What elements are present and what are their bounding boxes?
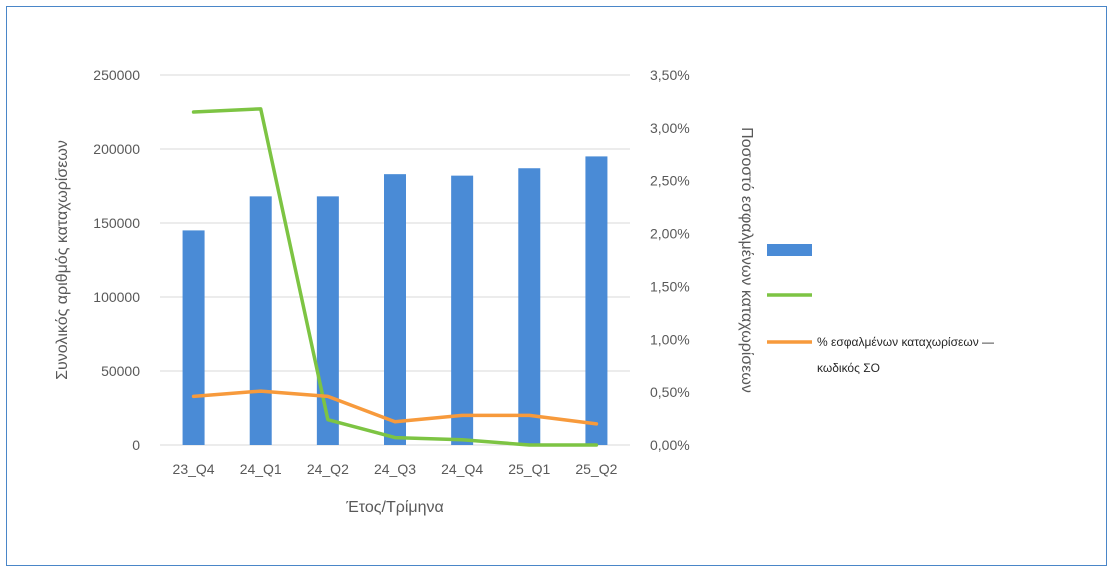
x-tick-label: 24_Q2 <box>307 461 349 477</box>
y2-tick-label: 2,00% <box>650 226 690 242</box>
bar <box>384 174 406 445</box>
line-point <box>528 444 530 446</box>
x-tick-label: 25_Q2 <box>575 461 617 477</box>
x-tick-label: 24_Q4 <box>441 461 483 477</box>
x-tick-label: 23_Q4 <box>173 461 215 477</box>
y2-tick-label: 2,50% <box>650 173 690 189</box>
line-point <box>461 414 463 416</box>
y2-tick-label: 3,00% <box>650 120 690 136</box>
line-point <box>394 437 396 439</box>
legend-swatch <box>767 244 812 256</box>
y-tick-label: 100000 <box>93 289 140 305</box>
x-axis-title: Έτος/Τρίμηνα <box>345 499 444 516</box>
bar <box>316 196 339 445</box>
legend-label: % εσφαλμένων καταχωρίσεων — <box>817 335 994 349</box>
x-tick-label: 25_Q1 <box>508 461 550 477</box>
y2-axis-title: Ποσοστό εσφαλμένων καταχωρίσεων <box>738 127 755 393</box>
x-tick-label: 24_Q3 <box>374 461 416 477</box>
line-point <box>528 414 530 416</box>
legend-label: κωδικός ΣΟ <box>817 361 880 375</box>
y2-tick-label: 1,50% <box>650 278 690 294</box>
bar <box>518 168 541 446</box>
chart-frame: 0 50000 100000 150000 200000 250000 0,00% 0,50%… <box>6 6 1107 566</box>
line-point <box>461 439 463 441</box>
combo-chart: 0 50000 100000 150000 200000 250000 0,00% 0,50%… <box>54 67 994 516</box>
line-point <box>327 395 329 397</box>
y2-tick-label: 3,50% <box>650 67 690 83</box>
line-point <box>260 108 262 110</box>
x-tick-label: 24_Q1 <box>240 461 282 477</box>
y-axis-title: Συνολικός αριθμός καταχωρίσεων <box>54 140 71 380</box>
y-tick-label: 250000 <box>93 67 140 83</box>
y-tick-label: 0 <box>132 437 140 453</box>
line-point <box>193 395 195 397</box>
bar <box>451 175 474 445</box>
y2-tick-label: 0,50% <box>650 384 690 400</box>
bar <box>182 230 205 445</box>
line-point <box>595 423 597 425</box>
y-tick-label: 150000 <box>93 215 140 231</box>
y2-tick-label: 1,00% <box>650 331 690 347</box>
line-point <box>394 421 396 423</box>
line-point <box>193 111 195 113</box>
y-tick-label: 200000 <box>93 141 140 157</box>
line-point <box>327 419 329 421</box>
bar <box>249 196 272 445</box>
line-point <box>595 444 597 446</box>
y2-tick-label: 0,00% <box>650 437 690 453</box>
y-tick-label: 50000 <box>101 363 140 379</box>
line-point <box>260 390 262 392</box>
bar <box>585 156 608 445</box>
